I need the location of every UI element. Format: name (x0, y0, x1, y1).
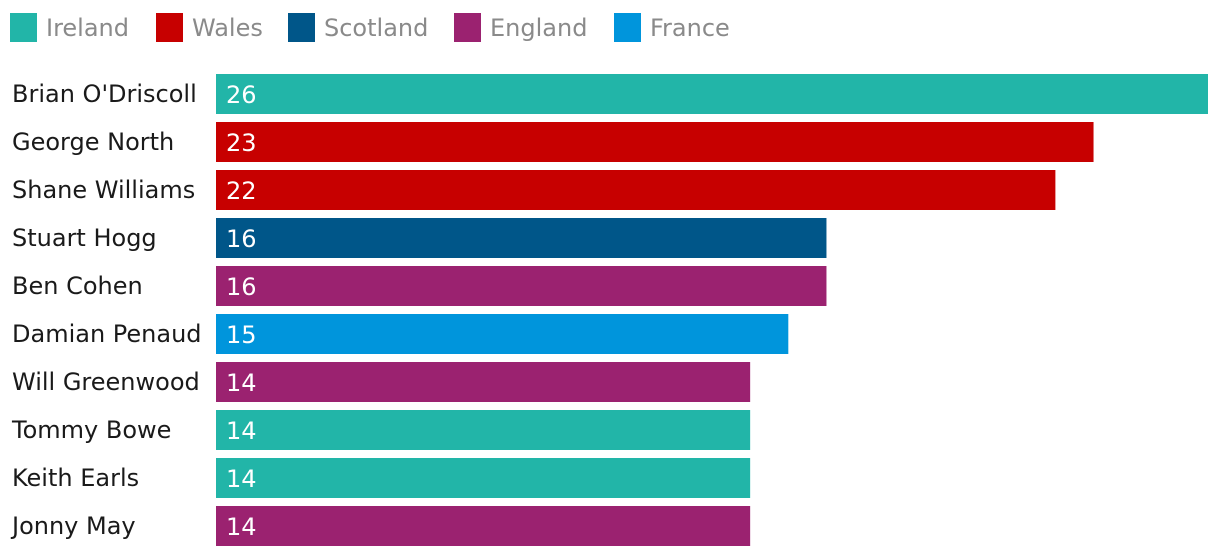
legend-swatch-scotland (288, 13, 315, 42)
legend-label-france: France (650, 14, 730, 42)
legend-label-wales: Wales (192, 14, 263, 42)
category-label-brian-o-driscoll: Brian O'Driscoll (12, 80, 197, 108)
value-label-keith-earls: 14 (226, 465, 257, 493)
bar-stuart-hogg (216, 218, 827, 258)
value-label-jonny-may: 14 (226, 513, 257, 541)
value-labels: 26 23 22 16 16 15 14 14 14 14 (226, 81, 257, 541)
legend-swatch-france (614, 13, 641, 42)
legend-swatch-ireland (10, 13, 37, 42)
category-label-damian-penaud: Damian Penaud (12, 320, 202, 348)
category-label-tommy-bowe: Tommy Bowe (11, 416, 171, 444)
category-labels: Brian O'Driscoll George North Shane Willia… (10, 80, 202, 540)
bars (216, 74, 1208, 546)
value-label-shane-williams: 22 (226, 177, 257, 205)
category-label-will-greenwood: Will Greenwood (12, 368, 200, 396)
category-label-ben-cohen: Ben Cohen (12, 272, 143, 300)
legend-swatch-wales (156, 13, 183, 42)
bar-will-greenwood (216, 362, 751, 402)
category-label-stuart-hogg: Stuart Hogg (12, 224, 157, 252)
value-label-george-north: 23 (226, 129, 257, 157)
bar-brian-o-driscoll (216, 74, 1208, 114)
legend-label-scotland: Scotland (324, 14, 428, 42)
bar-ben-cohen (216, 266, 827, 306)
value-label-tommy-bowe: 14 (226, 417, 257, 445)
bar-shane-williams (216, 170, 1056, 210)
category-label-shane-williams: Shane Williams (12, 176, 195, 204)
category-label-keith-earls: Keith Earls (12, 464, 139, 492)
bar-jonny-may (216, 506, 751, 546)
legend-label-england: England (490, 14, 587, 42)
category-label-jonny-may: Jonny May (10, 512, 136, 540)
value-label-ben-cohen: 16 (226, 273, 257, 301)
bar-george-north (216, 122, 1094, 162)
value-label-damian-penaud: 15 (226, 321, 257, 349)
bar-damian-penaud (216, 314, 789, 354)
bar-keith-earls (216, 458, 751, 498)
value-label-stuart-hogg: 16 (226, 225, 257, 253)
category-label-george-north: George North (12, 128, 174, 156)
value-label-will-greenwood: 14 (226, 369, 257, 397)
legend: Ireland Wales Scotland England France (10, 13, 730, 42)
legend-label-ireland: Ireland (46, 14, 129, 42)
bar-tommy-bowe (216, 410, 751, 450)
legend-swatch-england (454, 13, 481, 42)
value-label-brian-o-driscoll: 26 (226, 81, 257, 109)
